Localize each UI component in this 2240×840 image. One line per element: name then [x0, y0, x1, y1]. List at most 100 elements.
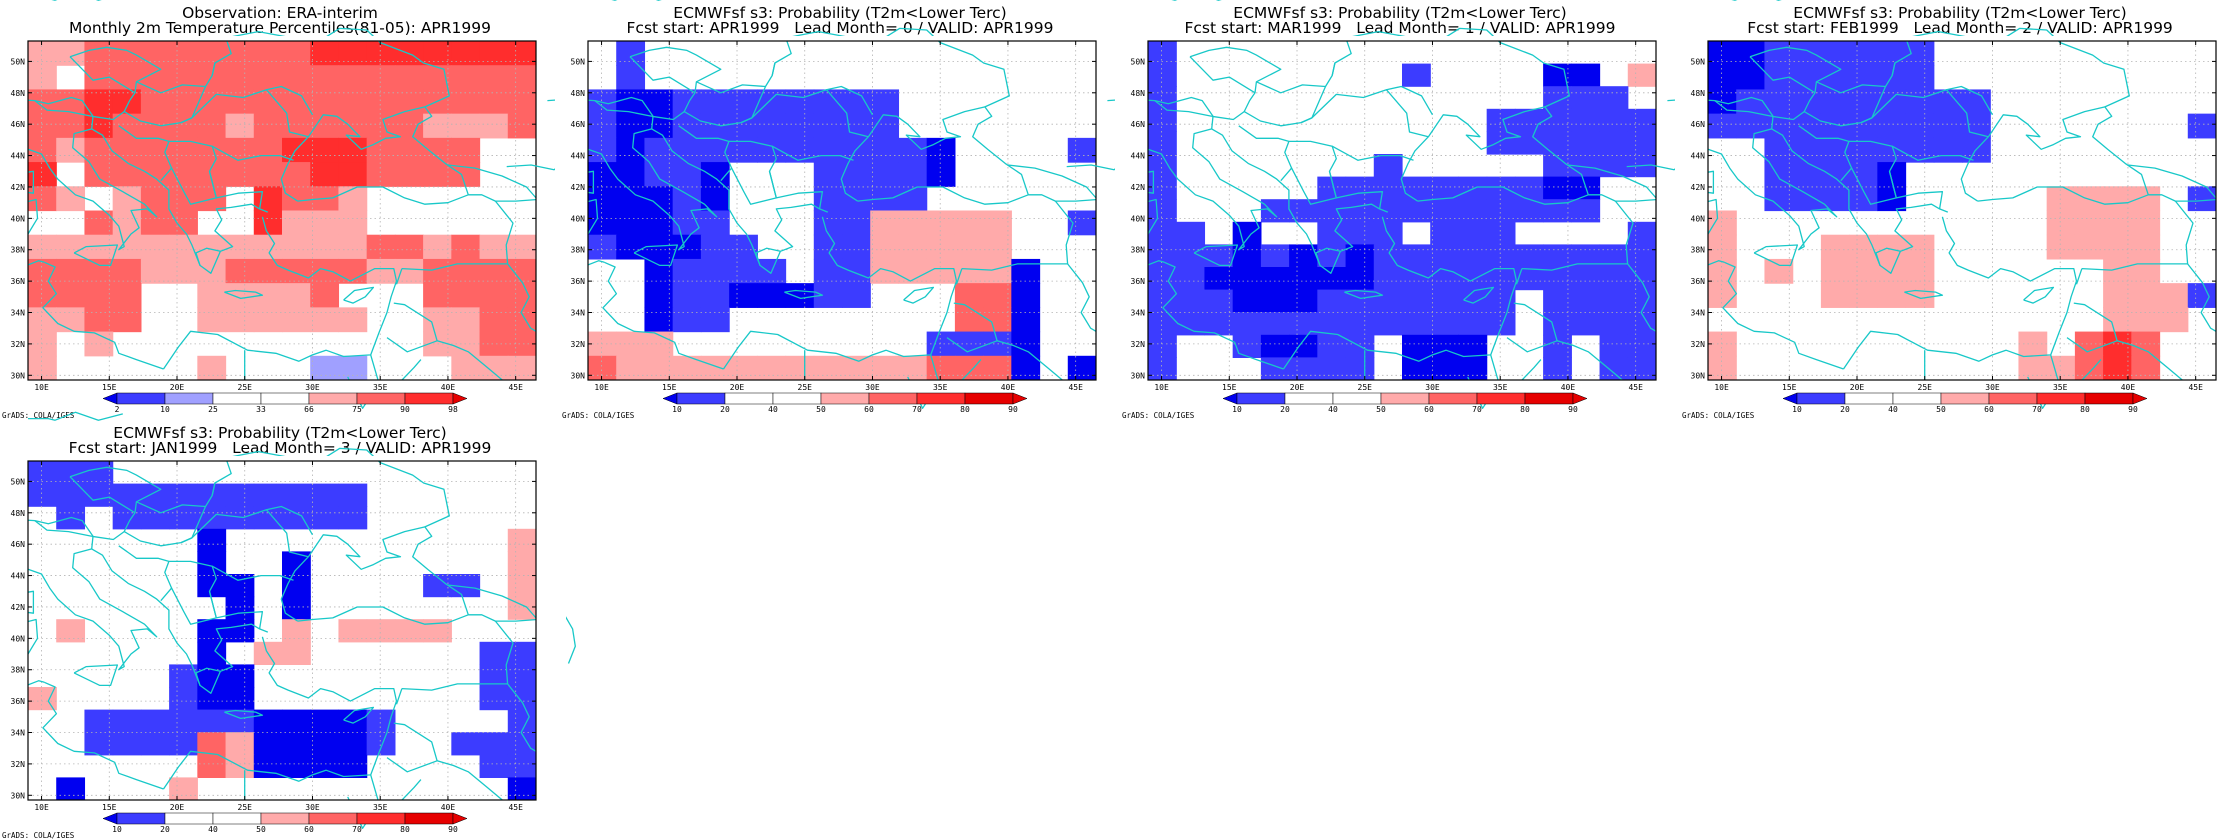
colorbar-label: 90: [1568, 405, 1578, 414]
grid-cell: [813, 137, 843, 163]
coastline: [594, 100, 652, 117]
grid-cell: [1458, 221, 1488, 245]
grid-cell: [1820, 41, 1850, 66]
graticule: [1148, 41, 1656, 380]
grid-cell: [225, 283, 255, 308]
grid-cell: [84, 331, 114, 357]
grid-cell: [197, 664, 227, 688]
grid-cell: [926, 162, 956, 187]
grid-cell: [1373, 312, 1403, 336]
grid-cell: [2131, 258, 2161, 284]
coastline: [266, 85, 314, 116]
colorbar-swatch: [356, 812, 406, 825]
grid-cell: [507, 551, 537, 575]
grid-cell: [28, 234, 57, 260]
coastline: [386, 722, 438, 773]
grid-cell: [842, 137, 871, 163]
grid-cell: [282, 307, 311, 333]
graticule: [28, 41, 536, 380]
lon-tick-label: 15E: [1782, 383, 1797, 392]
grid-cell: [282, 596, 311, 620]
grid-cell: [1345, 312, 1375, 336]
grid-cell: [282, 162, 311, 187]
grid-cell: [616, 113, 646, 139]
coastline: [343, 286, 375, 304]
grid-cell: [507, 709, 537, 733]
graticule: [28, 461, 536, 800]
grid-cell: [479, 641, 509, 665]
grid-cell: [366, 258, 396, 284]
grid-cell: [253, 234, 283, 260]
grid-cell: [84, 41, 114, 66]
grid-cell: [1289, 312, 1318, 336]
coastline: [42, 681, 164, 790]
coastline: [1891, 62, 1896, 76]
grid-cell: [479, 754, 509, 778]
grid-cell: [140, 162, 170, 187]
grid-cell: [1514, 267, 1544, 291]
colorbar-swatch: [1940, 392, 1990, 405]
grid-cell: [1764, 258, 1794, 284]
grid-cell: [1148, 267, 1177, 291]
grid-cell: [28, 307, 57, 333]
grid-cell: [2103, 355, 2132, 381]
grid-cell: [140, 234, 170, 260]
grid-cell: [1289, 244, 1318, 268]
grid-cell: [842, 234, 871, 260]
colorbar-swatch: [212, 812, 262, 825]
panel-forecast-lead-1: ECMWFsf s3: Probability (T2m<Lower Terc)…: [1066, 0, 1696, 420]
lat-tick-label: 44N: [1691, 152, 1706, 161]
grid-cell: [1373, 154, 1403, 178]
grid-cell: [644, 283, 674, 308]
graticule: [1708, 41, 2216, 380]
grid-cell: [169, 483, 198, 507]
grid-cell: [785, 89, 815, 115]
grid-cell: [394, 234, 424, 260]
grid-cell: [644, 331, 674, 357]
coastline: [180, 509, 309, 558]
grid-cell: [1962, 113, 1991, 139]
grid-cell: [1764, 162, 1794, 187]
grid-cell: [1148, 312, 1177, 336]
grid-cell: [366, 137, 396, 163]
grid-cell: [28, 137, 57, 163]
coastline: [1691, 128, 1838, 251]
lon-tick-label: 35E: [2053, 383, 2068, 392]
grid-cell: [954, 355, 984, 381]
grid-cell: [1962, 137, 1991, 163]
grid-cell: [451, 355, 481, 381]
grid-cell: [1820, 258, 1850, 284]
grid-cell: [1849, 113, 1878, 139]
grid-cell: [169, 777, 198, 801]
lat-tick-label: 40N: [11, 634, 26, 643]
lon-tick-label: 35E: [1493, 383, 1508, 392]
grid-cell: [926, 210, 956, 236]
grid-cell: [394, 162, 424, 187]
colorbar-swatch: [1796, 392, 1846, 405]
grid-cell: [225, 709, 255, 733]
grid-cell: [282, 641, 311, 665]
grid-cell: [2103, 210, 2132, 236]
colorbar-swatch: [2132, 392, 2148, 405]
grid-cell: [1820, 113, 1850, 139]
grid-cell: [1627, 221, 1657, 245]
colorbar-swatch: [404, 392, 454, 405]
panel-subtitle: Fcst start: JAN1999 Lead Month= 3 / VALI…: [68, 439, 492, 457]
colorbar-label: 50: [256, 825, 266, 834]
grid-cell: [1514, 131, 1544, 155]
grid-cell: [1736, 89, 1766, 115]
grid-cell: [1486, 267, 1516, 291]
grid-cell: [588, 186, 617, 212]
coastline: [211, 145, 294, 161]
mask-left: [0, 420, 28, 840]
grid-cell: [672, 307, 702, 333]
colorbar: 10 20 40 50 60 70 80 90: [662, 392, 1028, 414]
grid-cell: [1820, 234, 1850, 260]
grid-cell: [507, 355, 537, 381]
lat-tick-label: 30N: [571, 371, 586, 380]
grid-cell: [507, 331, 537, 357]
grid-cell: [2131, 234, 2161, 260]
coastline: [2066, 302, 2118, 353]
grid-cell: [1571, 199, 1601, 223]
colorbar-swatch: [308, 392, 358, 405]
